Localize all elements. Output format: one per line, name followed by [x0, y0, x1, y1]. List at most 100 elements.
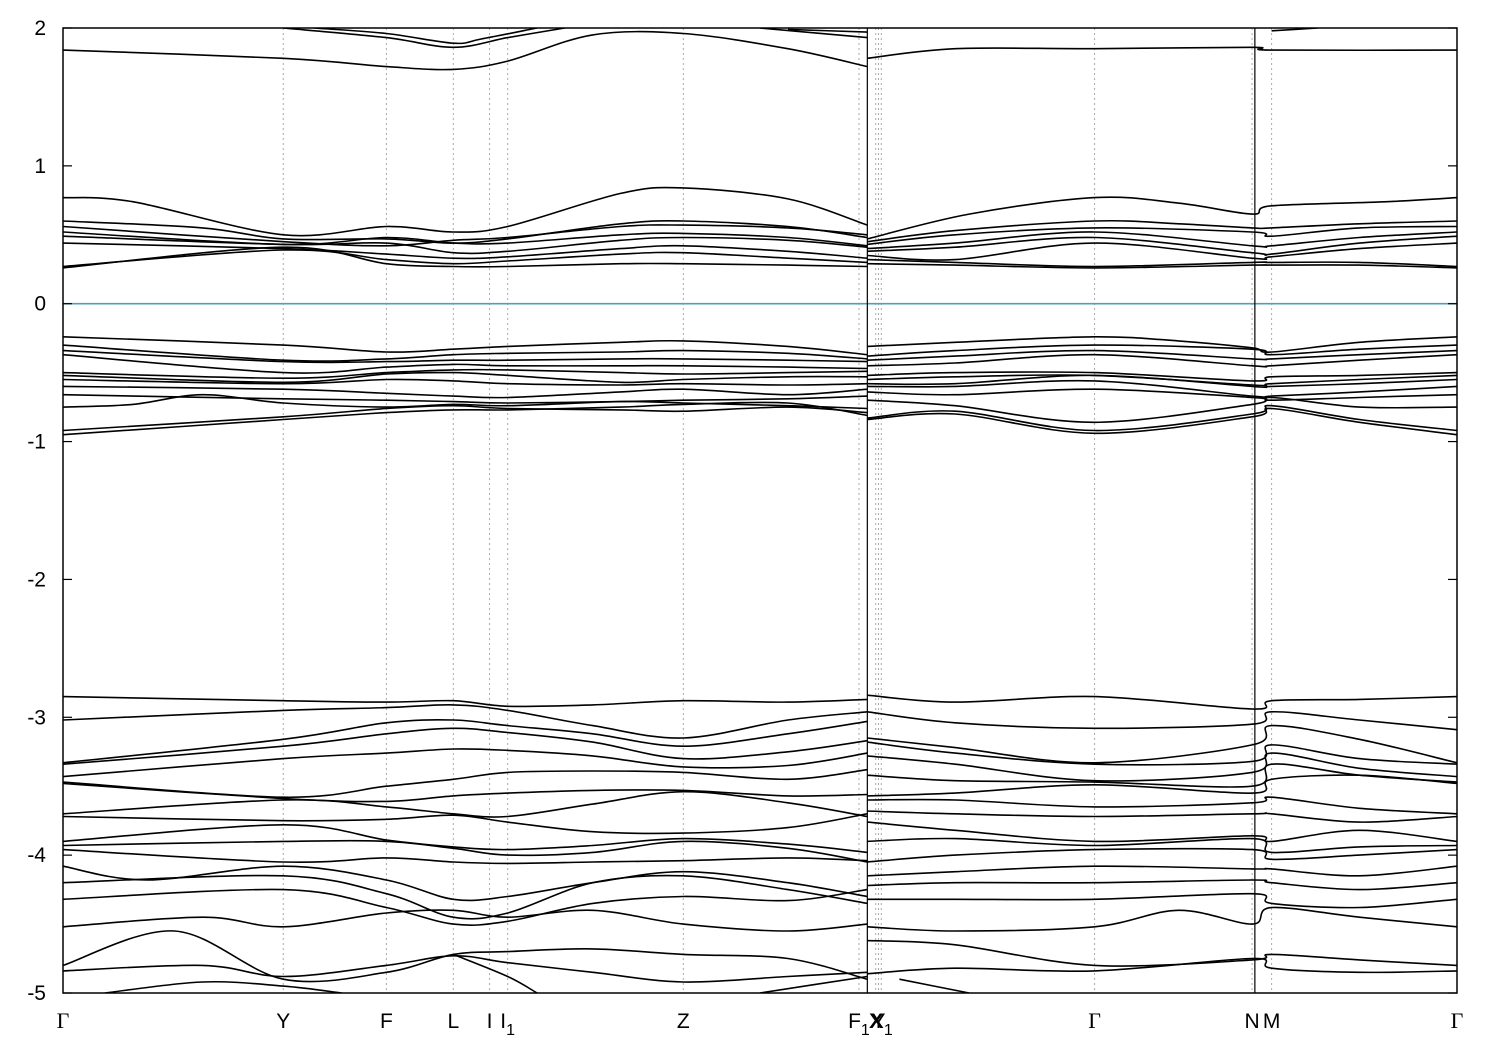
- band-38-seg-1: [867, 865, 1457, 877]
- band-13-seg-1: [867, 262, 1457, 269]
- band-39-seg-1: [867, 879, 1457, 891]
- band-28-seg-0: [63, 719, 868, 764]
- band-17-seg-0: [63, 353, 868, 374]
- band-13-seg-0: [63, 246, 868, 269]
- band-18-seg-0: [63, 368, 868, 380]
- kpoint-label-6: Z: [677, 1010, 690, 1033]
- band-12-seg-0: [63, 249, 868, 268]
- y-tick-label-1: 1: [34, 155, 46, 178]
- kpoint-label-11: Γ: [1088, 1008, 1101, 1033]
- band-7-seg-0: [63, 220, 868, 244]
- band-27-seg-1: [867, 710, 1457, 731]
- band-20-seg-1: [867, 374, 1457, 389]
- band-8-seg-1: [867, 225, 1457, 246]
- band-42-seg-1: [867, 939, 1457, 967]
- band-12-seg-1: [867, 258, 1457, 268]
- band-29-seg-0: [63, 727, 868, 765]
- band-43-seg-0: [63, 954, 868, 983]
- band-21-seg-1: [867, 379, 1457, 399]
- band-20-seg-0: [63, 378, 868, 386]
- band-30-seg-1: [867, 752, 1457, 782]
- band-28-seg-1: [867, 724, 1457, 764]
- kpoint-label-12: N: [1244, 1010, 1259, 1033]
- kpoint-divider-lines: [282, 28, 1273, 993]
- band-6-seg-0: [63, 186, 868, 237]
- band-44-seg-0: [104, 980, 342, 993]
- band-43-seg-1: [867, 957, 1457, 975]
- kpoint-label-0: Γ: [57, 1008, 70, 1033]
- band-33-seg-0: [63, 790, 868, 818]
- band-37-seg-1: [867, 847, 1457, 863]
- band-24-seg-0: [63, 404, 868, 432]
- y-tick-label-0: 2: [34, 17, 46, 40]
- band-24-seg-1: [867, 404, 1457, 432]
- y-tick-label-3: -1: [27, 431, 46, 454]
- band-4-seg-0: [787, 28, 868, 33]
- band-25-seg-0: [63, 401, 868, 436]
- band-40-seg-1: [867, 892, 1457, 909]
- kpoint-label-13: M: [1263, 1010, 1281, 1033]
- band-41-seg-1: [867, 906, 1457, 932]
- kpoint-label-8: X: [869, 1010, 883, 1033]
- kpoint-label-10: X1: [870, 1010, 893, 1039]
- kpoint-label-3: L: [447, 1010, 459, 1033]
- band-34-seg-0: [63, 813, 868, 835]
- band-23-seg-1: [867, 396, 1457, 424]
- band-25-seg-1: [867, 407, 1457, 436]
- band-14-seg-0: [63, 336, 868, 356]
- band-34-seg-1: [867, 810, 1457, 823]
- kpoint-label-1: Y: [276, 1010, 290, 1033]
- band-19-seg-1: [867, 374, 1457, 387]
- band-0-seg-0: [63, 30, 868, 71]
- band-8-seg-0: [63, 224, 868, 247]
- y-axis-ticks: 2 1 0 -1 -2 -3 -4 -5: [27, 17, 1457, 1005]
- kpoint-label-14: Γ: [1451, 1008, 1464, 1033]
- band-46-seg-0: [759, 975, 868, 993]
- band-14-seg-1: [867, 335, 1457, 353]
- band-35-seg-0: [63, 823, 868, 854]
- band-38-seg-0: [63, 865, 868, 902]
- band-1-seg-0: [283, 28, 565, 49]
- band-40-seg-0: [63, 888, 868, 926]
- band-22-seg-0: [63, 393, 868, 404]
- band-6-seg-1: [867, 196, 1457, 240]
- band-36-seg-1: [867, 837, 1457, 854]
- band-7-seg-1: [867, 219, 1457, 243]
- band-21-seg-0: [63, 385, 868, 399]
- y-tick-label-7: -5: [27, 982, 46, 1005]
- kpoint-label-7: F1: [848, 1010, 870, 1039]
- band-35-seg-1: [867, 821, 1457, 843]
- band-42-seg-0: [63, 930, 868, 983]
- band-29-seg-1: [867, 741, 1457, 766]
- band-15-seg-1: [867, 344, 1457, 357]
- band-27-seg-0: [63, 704, 868, 739]
- band-47-seg-0: [899, 978, 970, 993]
- band-16-seg-1: [867, 349, 1457, 361]
- band-11-seg-0: [63, 242, 868, 260]
- y-tick-label-2: 0: [34, 293, 46, 316]
- kpoint-label-2: F: [380, 1010, 393, 1033]
- band-41-seg-0: [63, 909, 868, 932]
- segment-break-lines: [866, 28, 1256, 993]
- band-33-seg-1: [867, 796, 1457, 815]
- band-31-seg-0: [63, 768, 868, 799]
- band-45-seg-0: [452, 953, 538, 993]
- band-32-seg-1: [867, 774, 1457, 797]
- kpoint-label-9: Y: [871, 1010, 885, 1033]
- band-0-seg-1: [867, 46, 1457, 60]
- band-10-seg-1: [867, 235, 1457, 256]
- band-32-seg-0: [63, 782, 868, 803]
- band-15-seg-0: [63, 344, 868, 362]
- band-lines: [63, 28, 1457, 993]
- band-22-seg-1: [867, 388, 1457, 402]
- band-30-seg-0: [63, 748, 868, 778]
- band-37-seg-0: [63, 848, 868, 865]
- y-tick-label-6: -4: [27, 844, 46, 867]
- band-26-seg-1: [867, 694, 1457, 710]
- plot-frame: [62, 27, 1458, 994]
- band-17-seg-1: [867, 353, 1457, 368]
- band-26-seg-0: [63, 695, 868, 708]
- band-2-seg-0: [313, 28, 538, 45]
